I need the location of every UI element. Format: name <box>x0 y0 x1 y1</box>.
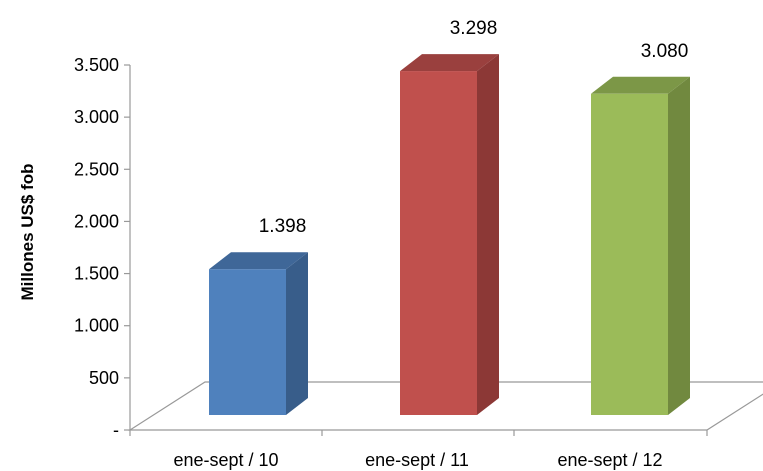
y-tick-label: 1.000 <box>74 316 119 336</box>
bar-top <box>591 76 690 94</box>
x-tick-label: ene-sept / 12 <box>557 450 662 470</box>
bar <box>400 54 499 416</box>
bar-front <box>400 71 477 416</box>
y-tick-label: 2.000 <box>74 211 119 231</box>
chart-floor <box>127 381 763 431</box>
data-label: 3.298 <box>450 18 498 39</box>
y-tick-label: 500 <box>89 368 119 388</box>
bar-front <box>209 269 286 415</box>
bar-top <box>400 54 499 72</box>
y-tick-label: 1.500 <box>74 264 119 284</box>
y-tick-label: 2.500 <box>74 159 119 179</box>
data-label: 1.398 <box>259 216 307 237</box>
bar <box>591 76 690 416</box>
y-tick-label: 3.000 <box>74 107 119 127</box>
bar-top <box>209 252 308 270</box>
y-tick-label: 3.500 <box>74 55 119 75</box>
x-tick-label: ene-sept / 11 <box>365 450 469 470</box>
bar <box>209 252 308 415</box>
labels: 1.398 ene-sept / 10 3.298 ene-sept / 11 3.08… <box>173 18 688 470</box>
bar-side <box>668 76 690 416</box>
x-tick-label: ene-sept / 10 <box>173 450 278 470</box>
bar-front <box>591 93 668 416</box>
bars <box>209 54 690 416</box>
data-label: 3.080 <box>641 41 689 62</box>
y-axis: - 500 1.000 1.500 2.000 2.500 3.000 3.500 <box>74 55 708 440</box>
floor-outline <box>127 381 763 431</box>
y-tick-label: - <box>113 420 119 440</box>
y-axis-title: Millones US$ fob <box>18 164 37 301</box>
bar-side <box>477 54 499 416</box>
bar-side <box>286 252 308 415</box>
